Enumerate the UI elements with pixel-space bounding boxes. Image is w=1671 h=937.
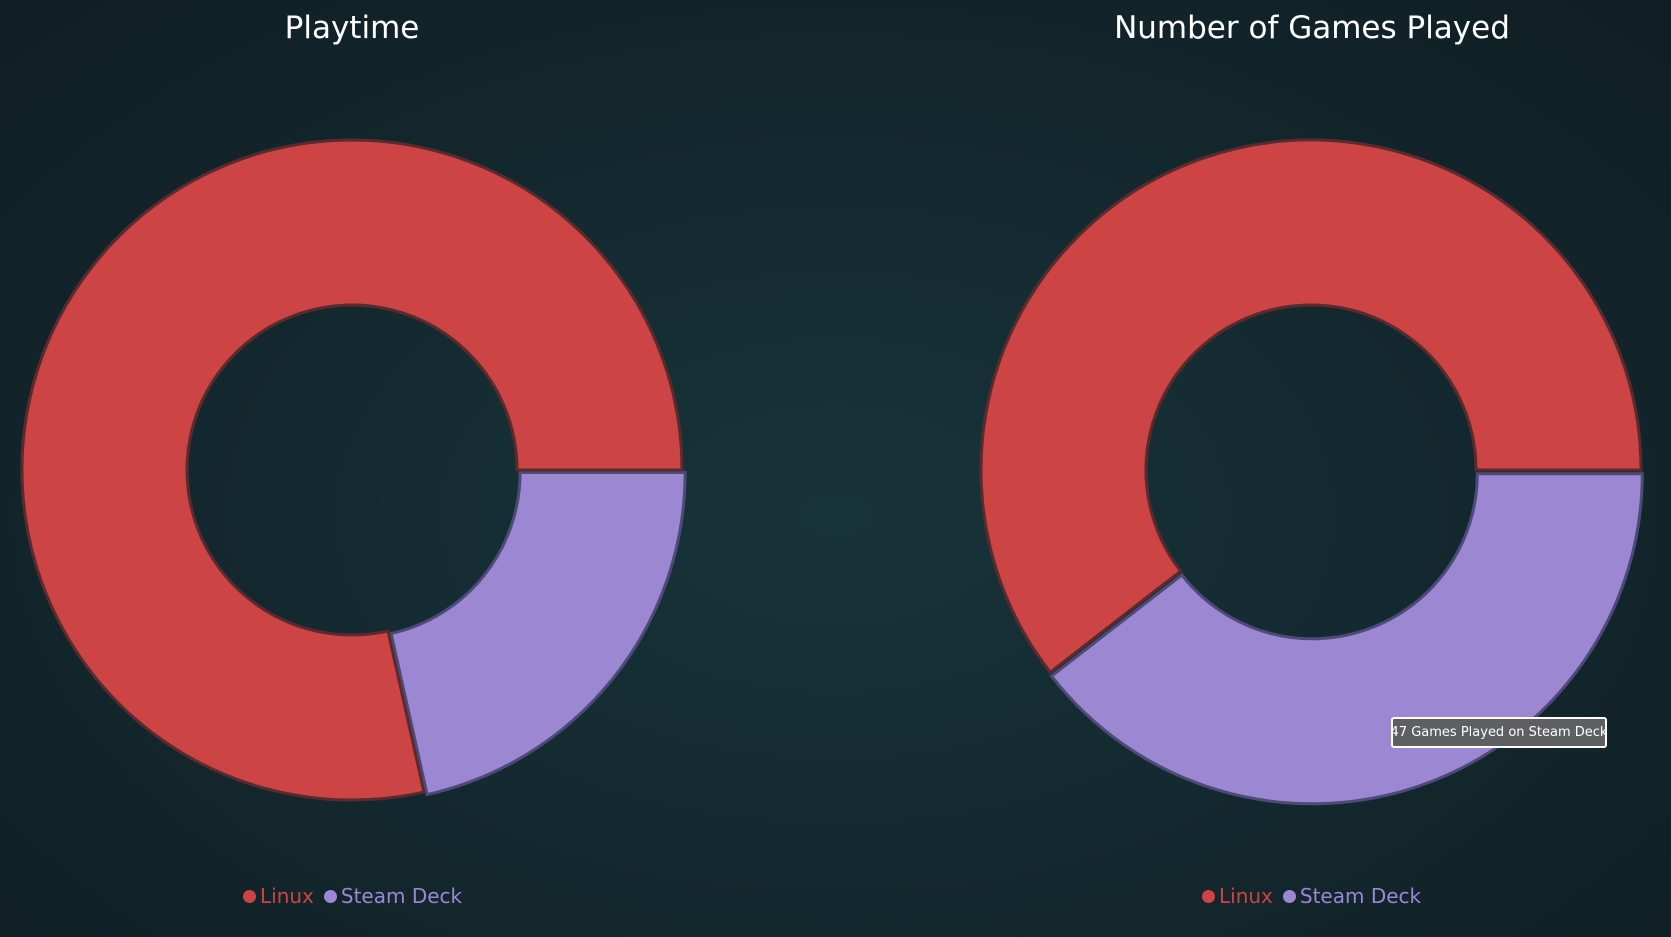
legend-item-linux[interactable]: Linux — [1202, 884, 1273, 908]
donut-chart — [979, 138, 1644, 806]
chart-legend: Linux Steam Deck — [1202, 884, 1431, 908]
slice-tooltip: 47 Games Played on Steam Deck — [1391, 717, 1607, 748]
legend-item-steam-deck[interactable]: Steam Deck — [323, 884, 463, 908]
donut-slice-linux[interactable] — [20, 138, 684, 802]
games-played-chart-panel: Number of Games Played Linux Steam Deck — [959, 0, 1671, 937]
legend-item-steam-deck[interactable]: Steam Deck — [1282, 884, 1422, 908]
legend-item-linux[interactable]: Linux — [243, 884, 314, 908]
donut-slice-steam-deck[interactable] — [389, 471, 687, 797]
legend-label: Linux — [1219, 884, 1273, 908]
legend-label: Steam Deck — [340, 884, 463, 908]
legend-dot-icon — [323, 889, 337, 903]
legend-dot-icon — [243, 889, 256, 903]
legend-label: Linux — [260, 884, 314, 908]
playtime-chart-panel: Playtime Linux Steam Deck — [0, 0, 835, 937]
legend-dot-icon — [1282, 889, 1296, 903]
legend-dot-icon — [1202, 889, 1215, 903]
chart-title: Number of Games Played — [1114, 10, 1510, 46]
chart-title: Playtime — [284, 10, 420, 46]
donut-slice-linux[interactable] — [979, 138, 1643, 675]
donut-chart — [20, 138, 687, 802]
chart-legend: Linux Steam Deck — [243, 884, 472, 908]
legend-label: Steam Deck — [1299, 884, 1422, 908]
